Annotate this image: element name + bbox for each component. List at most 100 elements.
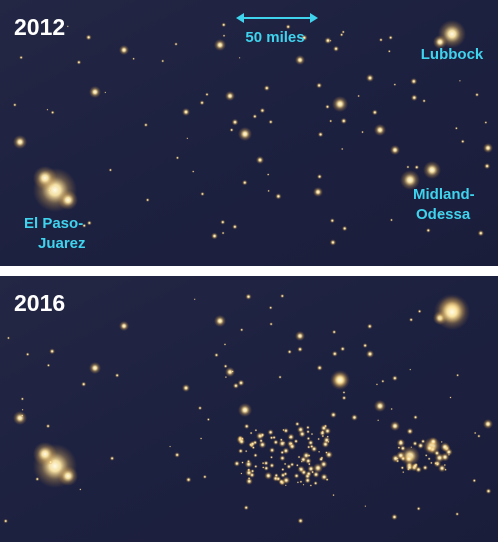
light	[409, 368, 412, 371]
light	[238, 127, 252, 141]
light	[269, 455, 274, 459]
light	[320, 473, 328, 481]
light	[237, 379, 245, 387]
light	[214, 39, 226, 51]
light	[12, 102, 17, 107]
light	[381, 379, 385, 383]
light	[283, 462, 287, 466]
light	[434, 294, 470, 330]
light	[296, 481, 300, 484]
light	[295, 331, 305, 341]
light	[200, 191, 205, 197]
light	[214, 352, 219, 358]
light	[412, 462, 419, 469]
light	[182, 108, 190, 116]
light	[416, 506, 421, 511]
light	[477, 230, 484, 237]
light	[295, 55, 305, 65]
light	[316, 82, 323, 89]
light	[109, 455, 115, 461]
light	[89, 362, 101, 374]
light	[268, 119, 274, 125]
light	[371, 109, 378, 116]
light	[319, 460, 328, 469]
light	[25, 352, 30, 357]
light	[46, 363, 51, 368]
light	[362, 343, 368, 349]
light	[49, 348, 56, 355]
light	[306, 429, 311, 434]
light	[211, 232, 218, 240]
light	[325, 104, 330, 110]
light	[264, 471, 273, 480]
light	[387, 49, 391, 53]
light	[238, 403, 252, 417]
light	[320, 424, 328, 432]
light	[233, 460, 241, 467]
light	[261, 466, 265, 469]
light	[297, 517, 304, 524]
light	[307, 439, 314, 446]
light	[454, 126, 458, 130]
light	[374, 124, 386, 136]
light	[145, 197, 150, 202]
light	[76, 59, 82, 65]
light	[484, 120, 488, 125]
light	[474, 92, 480, 97]
light	[375, 383, 379, 386]
light	[366, 323, 373, 330]
light	[295, 463, 299, 467]
light	[332, 493, 335, 497]
city-label: Odessa	[416, 206, 471, 223]
light	[229, 127, 234, 132]
light	[241, 461, 244, 464]
light	[302, 483, 305, 486]
light	[449, 396, 452, 399]
light	[364, 505, 367, 508]
light	[20, 414, 24, 417]
light	[250, 469, 255, 474]
light	[297, 455, 301, 459]
light	[89, 86, 101, 98]
light	[231, 370, 234, 373]
light	[245, 293, 252, 300]
light	[428, 437, 438, 447]
light	[310, 445, 318, 453]
light	[267, 189, 270, 193]
light	[484, 163, 491, 170]
light	[333, 45, 340, 52]
light	[324, 37, 332, 45]
light	[299, 480, 303, 484]
city-lights	[3, 20, 493, 524]
light	[425, 228, 431, 233]
light	[27, 296, 33, 302]
light	[390, 145, 400, 155]
light	[340, 117, 347, 125]
light	[6, 336, 11, 340]
light	[422, 99, 426, 103]
light	[267, 429, 274, 436]
light	[400, 170, 420, 190]
light	[390, 421, 400, 431]
light	[391, 513, 398, 521]
light	[317, 437, 321, 441]
light	[361, 130, 364, 134]
light	[305, 470, 312, 477]
light	[287, 349, 292, 355]
light	[193, 298, 196, 301]
light	[339, 32, 344, 37]
light	[275, 193, 282, 200]
light	[460, 139, 465, 144]
light	[244, 449, 248, 453]
light	[396, 438, 406, 448]
light	[13, 135, 27, 149]
light	[330, 411, 337, 419]
city-label: Lubbock	[421, 46, 484, 63]
light	[85, 34, 92, 41]
light	[35, 476, 40, 482]
light	[223, 364, 228, 369]
light	[316, 364, 323, 371]
light	[329, 218, 335, 224]
light	[205, 92, 209, 97]
